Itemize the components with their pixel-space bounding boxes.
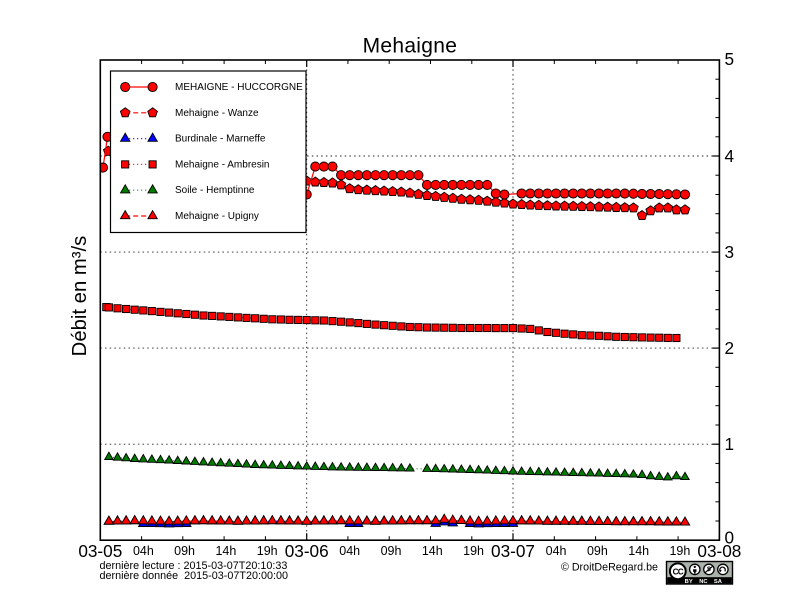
svg-text:SA: SA xyxy=(714,579,723,585)
svg-text:09h: 09h xyxy=(587,544,608,558)
svg-text:14h: 14h xyxy=(215,544,236,558)
svg-text:1: 1 xyxy=(725,434,735,454)
svg-text:CC: CC xyxy=(673,567,684,576)
svg-text:14h: 14h xyxy=(628,544,649,558)
svg-text:19h: 19h xyxy=(463,544,484,558)
svg-text:Débit en m³/s: Débit en m³/s xyxy=(69,236,91,357)
svg-text:0: 0 xyxy=(725,528,735,548)
svg-text:Burdinale - Marneffe: Burdinale - Marneffe xyxy=(175,134,266,145)
svg-text:Mehaigne: Mehaigne xyxy=(363,35,458,58)
svg-text:dernière donnée 2015-03-07T20: dernière donnée 2015-03-07T20:00:00 xyxy=(100,570,289,582)
svg-text:09h: 09h xyxy=(381,544,402,558)
svg-text:09h: 09h xyxy=(174,544,195,558)
svg-text:04h: 04h xyxy=(133,544,154,558)
svg-text:03-05: 03-05 xyxy=(78,541,122,561)
svg-text:Mehaigne - Ambresin: Mehaigne - Ambresin xyxy=(175,159,270,170)
svg-text:03-06: 03-06 xyxy=(285,541,329,561)
svg-text:14h: 14h xyxy=(422,544,443,558)
svg-text:4: 4 xyxy=(725,146,735,166)
svg-text:NC: NC xyxy=(699,579,708,585)
svg-text:03-08: 03-08 xyxy=(697,541,741,561)
svg-text:Mehaigne - Wanze: Mehaigne - Wanze xyxy=(175,108,259,119)
svg-text:dernière lecture : 2015-03-07T: dernière lecture : 2015-03-07T20:10:33 xyxy=(100,560,288,572)
svg-text:2: 2 xyxy=(725,338,735,358)
svg-text:04h: 04h xyxy=(339,544,360,558)
svg-text:3: 3 xyxy=(725,242,735,262)
svg-text:© DroitDeRegard.be: © DroitDeRegard.be xyxy=(561,562,658,574)
svg-text:03-07: 03-07 xyxy=(491,541,535,561)
svg-text:Soile - Hemptinne: Soile - Hemptinne xyxy=(175,185,255,196)
svg-text:19h: 19h xyxy=(669,544,690,558)
svg-text:MEHAIGNE - HUCCORGNE: MEHAIGNE - HUCCORGNE xyxy=(175,82,303,93)
svg-text:5: 5 xyxy=(725,49,735,69)
svg-text:Mehaigne - Upigny: Mehaigne - Upigny xyxy=(175,211,259,222)
svg-text:BY: BY xyxy=(685,579,693,585)
svg-text:04h: 04h xyxy=(546,544,567,558)
svg-text:19h: 19h xyxy=(257,544,278,558)
